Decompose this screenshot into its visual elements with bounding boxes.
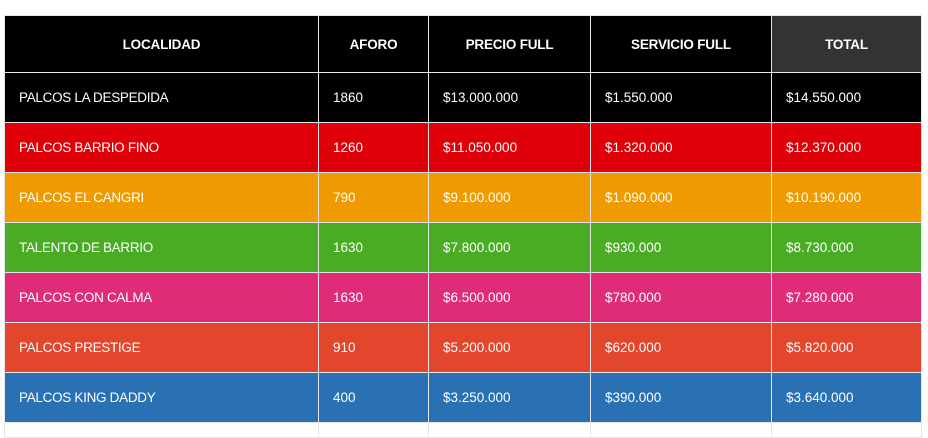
cell-servicio-full: $780.000 xyxy=(590,272,772,323)
table-row: PALCOS PRESTIGE 910 $5.200.000 $620.000 … xyxy=(4,322,922,373)
cell-total: $7.280.000 xyxy=(771,272,922,323)
header-aforo: AFORO xyxy=(318,15,429,73)
cell-localidad: PALCOS PRESTIGE xyxy=(4,322,319,373)
cell-localidad: PALCOS LA DESPEDIDA xyxy=(4,72,319,123)
header-precio-full: PRECIO FULL xyxy=(428,15,591,73)
cell-total: $10.190.000 xyxy=(771,172,922,223)
cell-localidad: PALCOS EL CANGRI xyxy=(4,172,319,223)
cell-servicio-full: $1.090.000 xyxy=(590,172,772,223)
cell-aforo: 1630 xyxy=(318,222,429,273)
cell-servicio-full: $390.000 xyxy=(590,372,772,423)
cell-precio-full: $5.200.000 xyxy=(428,322,591,373)
empty-cell xyxy=(318,422,429,438)
cell-total: $3.640.000 xyxy=(771,372,922,423)
header-localidad: LOCALIDAD xyxy=(4,15,319,73)
cell-servicio-full: $930.000 xyxy=(590,222,772,273)
cell-servicio-full: $620.000 xyxy=(590,322,772,373)
cell-localidad: PALCOS KING DADDY xyxy=(4,372,319,423)
cell-precio-full: $9.100.000 xyxy=(428,172,591,223)
empty-cell xyxy=(590,422,772,438)
cell-aforo: 1260 xyxy=(318,122,429,173)
cell-total: $5.820.000 xyxy=(771,322,922,373)
cell-aforo: 910 xyxy=(318,322,429,373)
table-body: PALCOS LA DESPEDIDA 1860 $13.000.000 $1.… xyxy=(4,72,922,438)
cell-aforo: 400 xyxy=(318,372,429,423)
header-servicio-full: SERVICIO FULL xyxy=(590,15,772,73)
table-row: PALCOS LA DESPEDIDA 1860 $13.000.000 $1.… xyxy=(4,72,922,123)
cell-precio-full: $3.250.000 xyxy=(428,372,591,423)
cell-localidad: TALENTO DE BARRIO xyxy=(4,222,319,273)
empty-cell xyxy=(4,422,319,438)
cell-servicio-full: $1.320.000 xyxy=(590,122,772,173)
empty-cell xyxy=(771,422,922,438)
table-row: PALCOS EL CANGRI 790 $9.100.000 $1.090.0… xyxy=(4,172,922,223)
cell-total: $12.370.000 xyxy=(771,122,922,173)
cell-localidad: PALCOS CON CALMA xyxy=(4,272,319,323)
table-row: PALCOS KING DADDY 400 $3.250.000 $390.00… xyxy=(4,372,922,423)
cell-precio-full: $7.800.000 xyxy=(428,222,591,273)
cell-precio-full: $13.000.000 xyxy=(428,72,591,123)
header-total: TOTAL xyxy=(771,15,922,73)
pricing-table: LOCALIDAD AFORO PRECIO FULL SERVICIO FUL… xyxy=(4,15,922,438)
cell-total: $8.730.000 xyxy=(771,222,922,273)
cell-localidad: PALCOS BARRIO FINO xyxy=(4,122,319,173)
table-row: PALCOS CON CALMA 1630 $6.500.000 $780.00… xyxy=(4,272,922,323)
cell-precio-full: $11.050.000 xyxy=(428,122,591,173)
cell-servicio-full: $1.550.000 xyxy=(590,72,772,123)
cell-total: $14.550.000 xyxy=(771,72,922,123)
cell-aforo: 790 xyxy=(318,172,429,223)
cell-aforo: 1630 xyxy=(318,272,429,323)
empty-cell xyxy=(428,422,591,438)
empty-row xyxy=(4,422,922,438)
table-row: PALCOS BARRIO FINO 1260 $11.050.000 $1.3… xyxy=(4,122,922,173)
cell-precio-full: $6.500.000 xyxy=(428,272,591,323)
table-row: TALENTO DE BARRIO 1630 $7.800.000 $930.0… xyxy=(4,222,922,273)
table-header-row: LOCALIDAD AFORO PRECIO FULL SERVICIO FUL… xyxy=(4,15,922,73)
cell-aforo: 1860 xyxy=(318,72,429,123)
